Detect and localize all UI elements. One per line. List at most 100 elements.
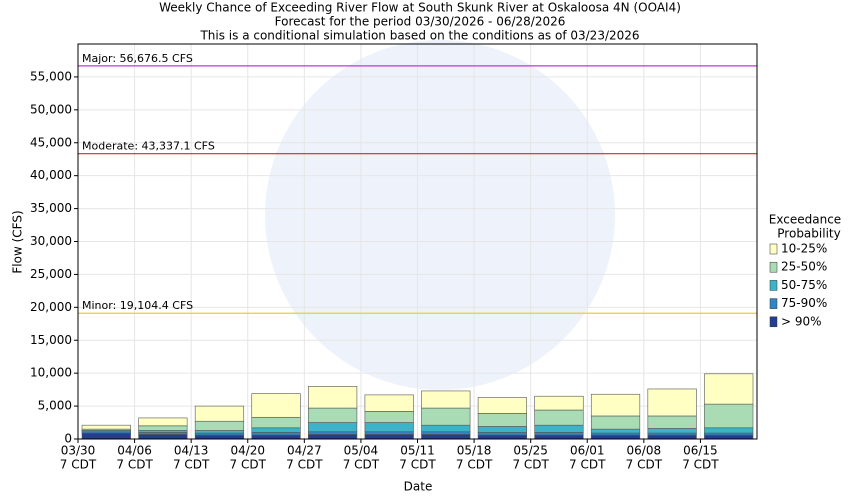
x-tick-label: 05/25 xyxy=(513,444,548,458)
x-tick-sublabel: 7 CDT xyxy=(116,458,153,472)
bar-segment xyxy=(81,424,131,430)
bar-segment xyxy=(534,409,584,426)
x-tick-label: 04/27 xyxy=(287,444,322,458)
legend-title: Exceedance xyxy=(769,213,841,227)
legend-swatch xyxy=(769,298,778,309)
threshold-label: Major: 56,676.5 CFS xyxy=(82,52,193,65)
x-tick-label: 04/20 xyxy=(230,444,265,458)
bar-segment xyxy=(704,434,754,440)
legend-swatch xyxy=(769,280,778,291)
bar-segment xyxy=(477,413,527,427)
bar-segment xyxy=(421,424,471,433)
x-tick-sublabel: 7 CDT xyxy=(569,458,606,472)
bar-segment xyxy=(534,434,584,440)
x-tick-sublabel: 7 CDT xyxy=(230,458,267,472)
bar-segment xyxy=(364,431,414,435)
x-tick-sublabel: 7 CDT xyxy=(512,458,549,472)
y-tick-label: 55,000 xyxy=(30,69,72,83)
y-tick-label: 40,000 xyxy=(30,168,72,182)
bar-segment xyxy=(308,386,358,409)
bar-segment xyxy=(138,434,188,440)
y-tick-label: 15,000 xyxy=(30,333,72,347)
bar-segment xyxy=(647,388,697,417)
legend-title: Probability xyxy=(777,227,840,241)
bar-segment xyxy=(704,373,754,405)
bar-segment xyxy=(534,432,584,436)
x-tick-label: 05/18 xyxy=(457,444,492,458)
bar-segment xyxy=(364,434,414,440)
bar-segment xyxy=(477,432,527,436)
x-tick-label: 03/30 xyxy=(61,444,96,458)
bar-segment xyxy=(308,407,358,423)
legend-label: 50-75% xyxy=(781,278,827,292)
legend-label: > 90% xyxy=(781,314,822,328)
x-tick-sublabel: 7 CDT xyxy=(399,458,436,472)
x-tick-sublabel: 7 CDT xyxy=(286,458,323,472)
bar-segment xyxy=(251,432,301,436)
bar-segment xyxy=(647,415,697,429)
bar-segment xyxy=(251,416,301,429)
bar-segment xyxy=(647,428,697,434)
bar-segment xyxy=(194,405,245,422)
bar-segment xyxy=(590,415,641,430)
legend-swatch xyxy=(769,261,778,273)
x-tick-label: 06/15 xyxy=(683,444,718,458)
x-tick-label: 05/11 xyxy=(400,444,435,458)
chart-title: Weekly Chance of Exceeding River Flow at… xyxy=(159,1,681,15)
x-tick-sublabel: 7 CDT xyxy=(682,458,719,472)
legend-swatch xyxy=(769,243,778,255)
bar-segment xyxy=(421,431,471,435)
y-tick-label: 35,000 xyxy=(30,201,72,215)
bar-segment xyxy=(194,434,245,440)
bar-segment xyxy=(590,428,641,434)
legend-swatch xyxy=(769,316,778,328)
bar-segment xyxy=(421,434,471,440)
bar-segment xyxy=(647,434,697,440)
x-tick-label: 06/08 xyxy=(627,444,662,458)
bar-segment xyxy=(81,432,131,440)
bar-segment xyxy=(704,403,754,429)
bar-segment xyxy=(308,422,358,433)
bar-segment xyxy=(194,420,245,431)
bar-segment xyxy=(534,395,584,411)
bar-segment xyxy=(251,427,301,433)
bar-segment xyxy=(477,434,527,440)
x-tick-label: 04/13 xyxy=(174,444,209,458)
y-tick-label: 30,000 xyxy=(30,234,72,248)
bar-segment xyxy=(421,407,471,426)
y-tick-label: 45,000 xyxy=(30,135,72,149)
plot-frame xyxy=(77,43,758,440)
bar-segment xyxy=(477,397,527,414)
y-tick-label: 5,000 xyxy=(38,399,72,413)
bar-segment xyxy=(704,427,754,434)
x-tick-sublabel: 7 CDT xyxy=(173,458,210,472)
bar-segment xyxy=(364,394,414,412)
bar-segment xyxy=(138,425,188,431)
bar-segment xyxy=(251,434,301,440)
bar-segment xyxy=(590,393,641,417)
watermark xyxy=(265,40,615,390)
x-tick-sublabel: 7 CDT xyxy=(456,458,493,472)
x-tick-label: 04/06 xyxy=(117,444,152,458)
x-tick-sublabel: 7 CDT xyxy=(626,458,663,472)
bar-segment xyxy=(534,424,584,433)
y-tick-label: 20,000 xyxy=(30,300,72,314)
bar-segment xyxy=(364,422,414,433)
y-axis-label: Flow (CFS) xyxy=(11,210,25,273)
threshold-label: Moderate: 43,337.1 CFS xyxy=(82,140,215,153)
bar-segment xyxy=(194,430,245,434)
bar-segment xyxy=(364,411,414,423)
y-tick-label: 10,000 xyxy=(30,366,72,380)
x-tick-label: 06/01 xyxy=(570,444,605,458)
legend-label: 10-25% xyxy=(781,242,827,256)
bar-segment xyxy=(138,417,188,427)
y-tick-label: 25,000 xyxy=(30,267,72,281)
y-tick-label: 50,000 xyxy=(30,102,72,116)
chart-note: This is a conditional simulation based o… xyxy=(199,29,639,43)
bar-segment xyxy=(477,426,527,433)
x-tick-sublabel: 7 CDT xyxy=(60,458,97,472)
legend-label: 75-90% xyxy=(781,296,827,310)
threshold-label: Minor: 19,104.4 CFS xyxy=(82,299,193,312)
x-tick-sublabel: 7 CDT xyxy=(343,458,380,472)
